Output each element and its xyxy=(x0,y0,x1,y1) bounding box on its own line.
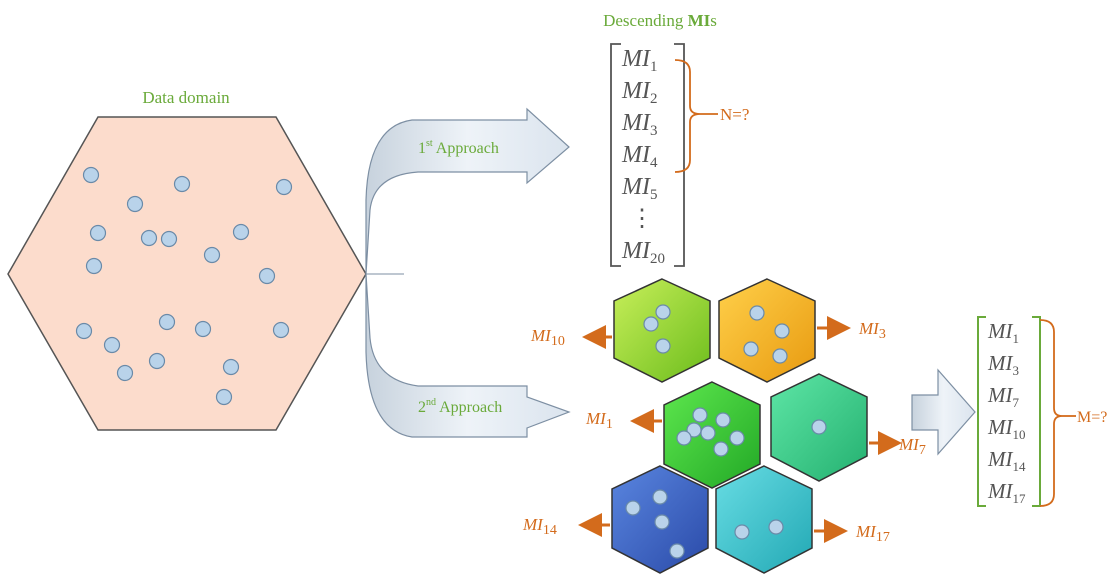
data-domain-label: Data domain xyxy=(142,88,230,107)
vector1-left-bracket xyxy=(610,43,621,267)
vector-entry: MI10 xyxy=(987,415,1026,442)
approach-1-label: 1st Approach xyxy=(418,138,499,157)
n-brace xyxy=(674,59,701,173)
cluster-arrows xyxy=(578,316,902,543)
cluster-label-cyan: MI17 xyxy=(855,522,890,545)
cluster-label-blue: MI14 xyxy=(522,515,557,538)
vector-entry: MI4 xyxy=(621,142,658,171)
vector-entry: MI5 xyxy=(621,174,657,203)
vector-entry: MI17 xyxy=(987,479,1026,506)
cluster-hex-gold xyxy=(718,278,816,383)
vector-entry: ⋮ xyxy=(630,206,654,232)
vector2-left-bracket xyxy=(977,316,986,507)
vector-entry: MI20 xyxy=(621,238,665,267)
cluster-label-gold: MI3 xyxy=(858,319,886,342)
vector2-right-bracket xyxy=(1032,316,1041,507)
vector-entry: MI1 xyxy=(621,46,657,75)
m-label: M=? xyxy=(1077,409,1107,426)
cluster-dots xyxy=(625,304,827,559)
data-domain-hexagon xyxy=(7,116,367,431)
vector-entry: MI3 xyxy=(621,110,657,139)
split-arrow xyxy=(365,107,571,438)
vector-entry: MI2 xyxy=(621,78,657,107)
vector-entry: MI1 xyxy=(987,319,1019,346)
cluster-label-lime: MI10 xyxy=(530,326,565,349)
m-brace xyxy=(1039,319,1063,507)
cluster-label-mint: MI7 xyxy=(898,435,926,458)
vector2-entries: MI1 MI3 MI7 MI10 MI14 MI17 xyxy=(987,319,1026,506)
result-arrow xyxy=(911,368,976,456)
vector-entry: MI3 xyxy=(987,351,1019,378)
descending-mis-title: Descending MIs xyxy=(603,11,717,30)
cluster-label-green: MI1 xyxy=(585,409,613,432)
n-label: N=? xyxy=(720,105,749,124)
domain-dots xyxy=(75,166,293,406)
vector-entry: MI7 xyxy=(987,383,1020,410)
cluster-hex-lime xyxy=(613,278,711,383)
approach-2-label: 2nd Approach xyxy=(418,397,502,416)
vector1-entries: MI1 MI2 MI3 MI4 MI5 ⋮ MI20 xyxy=(621,46,665,267)
vector1-right-bracket xyxy=(674,43,685,267)
vector-entry: MI14 xyxy=(987,447,1026,474)
cluster-hex-cyan xyxy=(715,465,813,574)
